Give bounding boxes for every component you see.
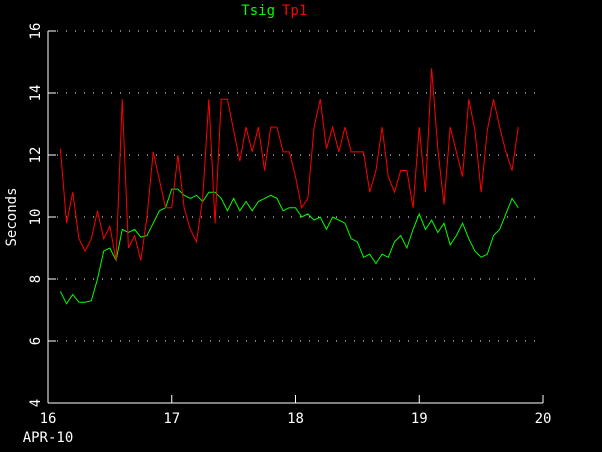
y-tick-label: 8 [28, 275, 44, 283]
y-tick-label: 14 [28, 85, 44, 102]
y-tick-label: 16 [28, 23, 44, 40]
x-tick-label: 17 [163, 411, 180, 427]
x-tick-label: 18 [287, 411, 304, 427]
x-tick-label: 19 [411, 411, 428, 427]
legend-entry: Tp1 [282, 3, 307, 19]
x-axis-label: APR-10 [23, 430, 74, 446]
legend-entry: Tsig [241, 3, 275, 19]
x-tick-label: 16 [40, 411, 57, 427]
y-tick-label: 10 [28, 209, 44, 226]
y-axis-label: Seconds [4, 187, 20, 246]
y-tick-label: 12 [28, 147, 44, 164]
data-line [59, 188, 519, 305]
x-tick-label: 20 [535, 411, 552, 427]
data-line [59, 68, 519, 261]
y-tick-label: 4 [28, 399, 44, 407]
y-tick-label: 6 [28, 337, 44, 345]
